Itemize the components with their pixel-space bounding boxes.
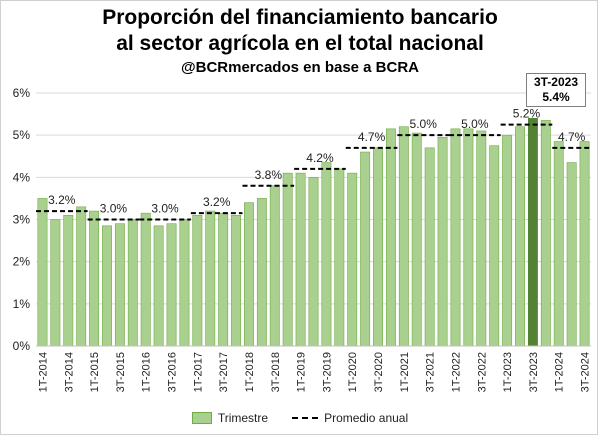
avg-label-2022: 5.0% bbox=[461, 117, 489, 131]
bar-2T-2024 bbox=[566, 162, 577, 347]
bar-2T-2022 bbox=[463, 128, 474, 347]
x-tick-label: 1T-2016 bbox=[141, 352, 153, 392]
x-tick-label: 1T-2020 bbox=[347, 352, 359, 392]
x-tick-label: 3T-2018 bbox=[270, 352, 282, 392]
bar-3T-2015 bbox=[114, 223, 125, 347]
bar-1T-2014 bbox=[37, 198, 48, 347]
bar-3T-2023 bbox=[527, 118, 538, 347]
y-tick-label: 2% bbox=[13, 255, 31, 269]
bar-1T-2019 bbox=[295, 172, 306, 347]
y-tick-label: 3% bbox=[13, 213, 31, 227]
chart-title-line-1: Proporción del financiamiento bancario bbox=[102, 6, 498, 29]
bar-4T-2021 bbox=[437, 136, 448, 347]
callout-period: 3T-2023 bbox=[533, 75, 579, 89]
bar-4T-2016 bbox=[179, 219, 190, 347]
x-tick-label: 3T-2016 bbox=[167, 352, 179, 392]
bar-4T-2017 bbox=[231, 214, 242, 347]
bar-4T-2020 bbox=[385, 128, 396, 347]
bar-2T-2023 bbox=[515, 126, 525, 347]
bar-3T-2020 bbox=[373, 147, 383, 347]
legend-bar-swatch bbox=[191, 412, 212, 424]
chart-subtitle: @BCRmercados en base a BCRA bbox=[180, 59, 420, 76]
bar-4T-2014 bbox=[76, 206, 87, 347]
x-tick-label: 3T-2023 bbox=[528, 352, 540, 392]
y-tick-label: 4% bbox=[13, 170, 31, 184]
x-tick-label: 1T-2018 bbox=[244, 352, 256, 392]
bar-3T-2017 bbox=[218, 212, 229, 347]
bar-2T-2020 bbox=[360, 151, 371, 347]
x-tick-label: 3T-2017 bbox=[218, 352, 230, 392]
avg-label-2021: 5.0% bbox=[410, 117, 438, 131]
bar-3T-2014 bbox=[63, 214, 74, 347]
x-tick-label: 3T-2020 bbox=[373, 352, 385, 392]
bar-1T-2024 bbox=[553, 141, 564, 347]
legend-item-bars: Trimestre bbox=[191, 411, 269, 425]
avg-label-2016: 3.0% bbox=[151, 202, 179, 216]
y-tick-label: 1% bbox=[13, 297, 31, 311]
bar-1T-2016 bbox=[140, 212, 151, 347]
bar-3T-2024 bbox=[579, 141, 590, 347]
x-tick-label: 1T-2014 bbox=[37, 352, 49, 392]
callout-value: 5.4% bbox=[542, 90, 570, 104]
bar-2T-2018 bbox=[256, 198, 267, 347]
y-tick-label: 5% bbox=[13, 128, 31, 142]
x-tick-label: 1T-2017 bbox=[192, 352, 204, 392]
avg-label-2015: 3.0% bbox=[100, 202, 128, 216]
bar-1T-2018 bbox=[244, 202, 254, 347]
bar-2T-2016 bbox=[153, 225, 164, 347]
bar-4T-2018 bbox=[282, 172, 293, 347]
bar-1T-2022 bbox=[450, 128, 461, 347]
bar-1T-2023 bbox=[502, 134, 513, 347]
bar-4T-2015 bbox=[127, 219, 138, 347]
avg-label-2017: 3.2% bbox=[203, 195, 231, 209]
y-tick-label: 0% bbox=[13, 339, 31, 353]
y-tick-label: 6% bbox=[13, 86, 31, 100]
legend-item-average: Promedio anual bbox=[292, 411, 408, 425]
bar-3T-2022 bbox=[476, 130, 487, 347]
legend-bar-label: Trimestre bbox=[217, 411, 269, 425]
bar-3T-2019 bbox=[321, 162, 332, 347]
x-tick-label: 3T-2024 bbox=[580, 352, 592, 392]
x-tick-label: 3T-2014 bbox=[63, 352, 75, 392]
avg-label-2019: 4.2% bbox=[306, 151, 334, 165]
x-tick-label: 1T-2015 bbox=[89, 352, 101, 392]
bar-2T-2019 bbox=[308, 177, 319, 347]
legend: Trimestre Promedio anual bbox=[1, 411, 598, 425]
x-tick-label: 1T-2024 bbox=[554, 352, 566, 392]
avg-label-2023: 5.2% bbox=[513, 107, 541, 121]
bar-4T-2022 bbox=[489, 145, 500, 347]
avg-label-2020: 4.7% bbox=[358, 130, 386, 144]
legend-dash-line bbox=[292, 417, 319, 419]
bar-2T-2015 bbox=[102, 225, 112, 347]
avg-label-2024: 4.7% bbox=[558, 130, 586, 144]
x-tick-label: 1T-2023 bbox=[502, 352, 514, 392]
bar-4T-2019 bbox=[334, 168, 345, 347]
highlight-callout: 3T-2023 5.4% bbox=[526, 73, 586, 107]
bar-1T-2020 bbox=[347, 172, 358, 347]
chart-title-line-2: al sector agrícola en el total nacional bbox=[116, 32, 484, 55]
bar-1T-2015 bbox=[89, 210, 100, 347]
bar-3T-2016 bbox=[166, 223, 177, 347]
avg-label-2014: 3.2% bbox=[48, 193, 76, 207]
bar-2T-2021 bbox=[411, 132, 422, 347]
legend-average-label: Promedio anual bbox=[324, 411, 409, 425]
x-tick-label: 3T-2022 bbox=[476, 352, 488, 392]
bar-3T-2021 bbox=[424, 147, 435, 347]
x-tick-label: 3T-2021 bbox=[425, 352, 437, 392]
x-tick-label: 1T-2019 bbox=[296, 352, 308, 392]
bar-1T-2021 bbox=[398, 126, 409, 347]
avg-label-2018: 3.8% bbox=[255, 168, 283, 182]
x-tick-label: 3T-2019 bbox=[321, 352, 333, 392]
x-tick-label: 3T-2015 bbox=[115, 352, 127, 392]
bar-4T-2023 bbox=[540, 120, 551, 347]
bar-3T-2018 bbox=[269, 185, 280, 347]
bar-1T-2017 bbox=[192, 214, 203, 347]
x-tick-label: 1T-2022 bbox=[450, 352, 462, 392]
x-tick-label: 1T-2021 bbox=[399, 352, 411, 392]
bar-2T-2014 bbox=[50, 219, 61, 347]
bar-2T-2017 bbox=[205, 210, 216, 347]
